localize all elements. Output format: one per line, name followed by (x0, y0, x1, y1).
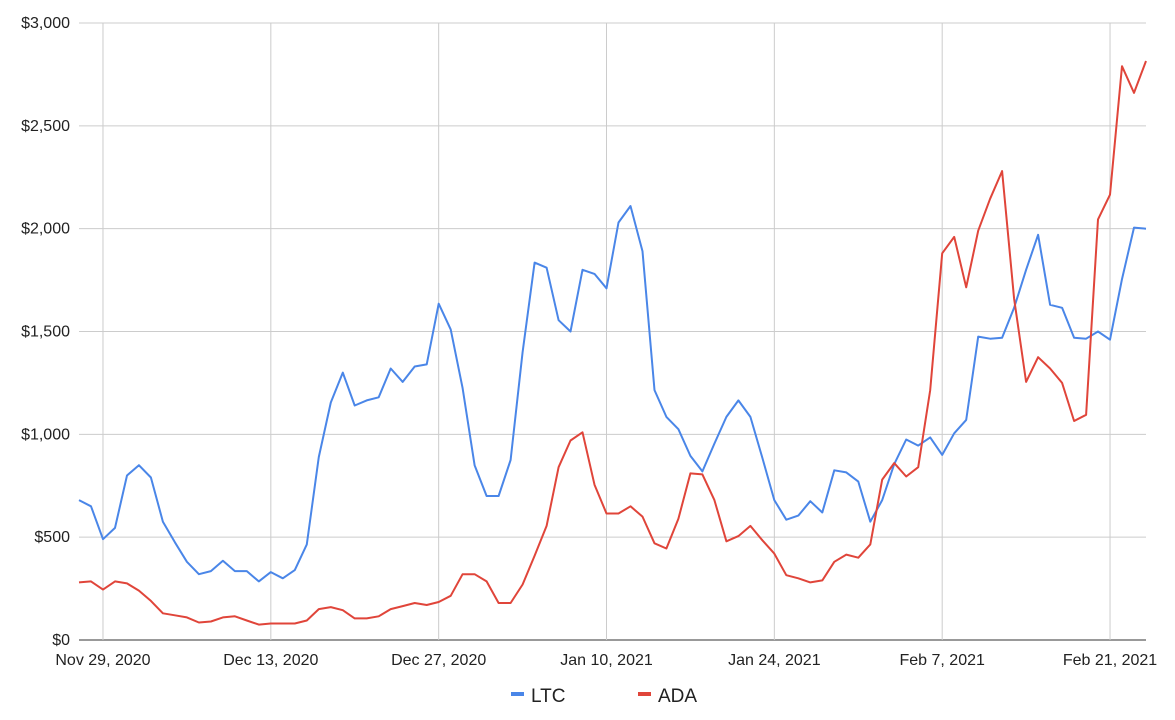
y-tick-label: $3,000 (21, 15, 70, 32)
x-tick-label: Dec 13, 2020 (223, 652, 318, 669)
x-axis: Nov 29, 2020 Dec 13, 2020 Dec 27, 2020 Jan … (55, 652, 1157, 669)
y-tick-label: $500 (34, 529, 70, 546)
y-axis: $0 $500 $1,000 $1,500 $2,000 $2,500 $3,000 (21, 15, 70, 649)
legend-swatch-ltc (511, 692, 524, 696)
x-tick-label: Jan 24, 2021 (728, 652, 821, 669)
y-tick-label: $1,500 (21, 324, 70, 341)
x-tick-label: Feb 21, 2021 (1063, 652, 1157, 669)
x-tick-label: Feb 7, 2021 (899, 652, 985, 669)
y-tick-label: $0 (52, 632, 70, 649)
y-tick-label: $2,500 (21, 118, 70, 135)
x-tick-label: Jan 10, 2021 (560, 652, 653, 669)
x-tick-label: Dec 27, 2020 (391, 652, 486, 669)
legend-swatch-ada (638, 692, 651, 696)
y-tick-label: $2,000 (21, 221, 70, 238)
legend-label-ltc: LTC (531, 686, 565, 707)
series-lines (78, 60, 1147, 626)
series-line-ada (78, 60, 1147, 626)
grid (79, 22, 1146, 641)
series-line-ltc (78, 205, 1147, 583)
legend-label-ada: ADA (658, 686, 697, 707)
x-tick-label: Nov 29, 2020 (55, 652, 150, 669)
legend: LTC ADA (511, 686, 697, 707)
y-tick-label: $1,000 (21, 426, 70, 443)
